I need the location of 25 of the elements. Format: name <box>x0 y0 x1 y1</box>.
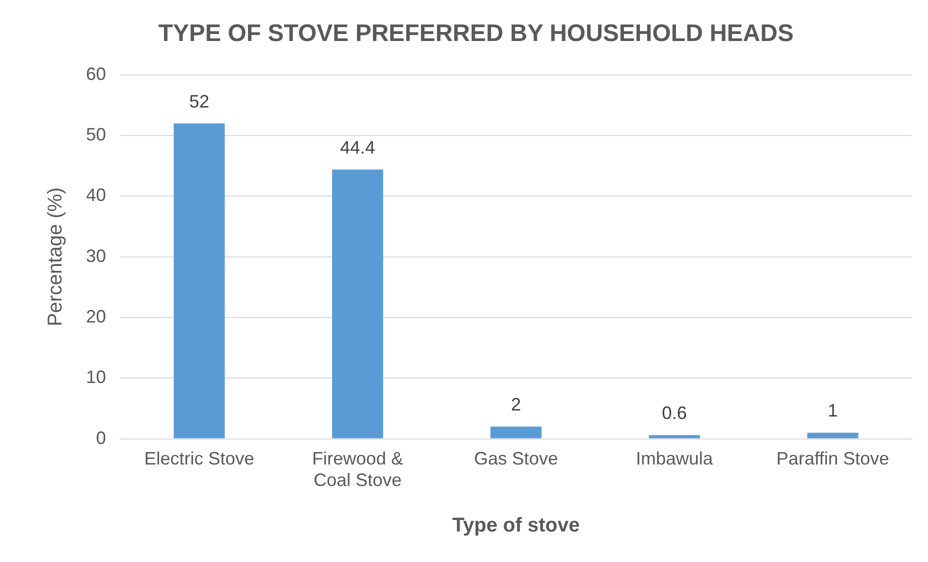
bar <box>490 426 542 438</box>
bar <box>174 123 225 438</box>
y-tick-label: 50 <box>86 124 106 144</box>
chart-title: TYPE OF STOVE PREFERRED BY HOUSEHOLD HEADS <box>158 20 794 48</box>
data-label: 44.4 <box>340 137 376 158</box>
y-tick-label: 10 <box>86 367 106 388</box>
data-label: 0.6 <box>662 403 687 424</box>
data-label: 1 <box>828 400 838 421</box>
y-axis-title: Percentage (%) <box>44 187 67 326</box>
data-label: 52 <box>189 91 210 112</box>
x-tick-label: Gas Stove <box>474 448 558 469</box>
y-tick-label: 40 <box>86 185 106 206</box>
x-tick-label: Imbawula <box>636 448 714 469</box>
x-tick-label: Electric Stove <box>144 448 254 469</box>
bar <box>807 432 858 438</box>
y-tick-label: 60 <box>86 64 106 84</box>
x-axis-title: Type of stove <box>452 514 580 537</box>
y-tick-label: 0 <box>96 428 106 448</box>
x-tick-label: Paraffin Stove <box>776 448 890 469</box>
bar <box>332 169 384 438</box>
data-label: 2 <box>511 394 522 415</box>
x-tick-label: Firewood & Coal Stove <box>312 448 404 490</box>
bar <box>648 435 700 438</box>
y-tick-label: 30 <box>86 246 106 266</box>
y-tick-label: 20 <box>86 306 106 326</box>
